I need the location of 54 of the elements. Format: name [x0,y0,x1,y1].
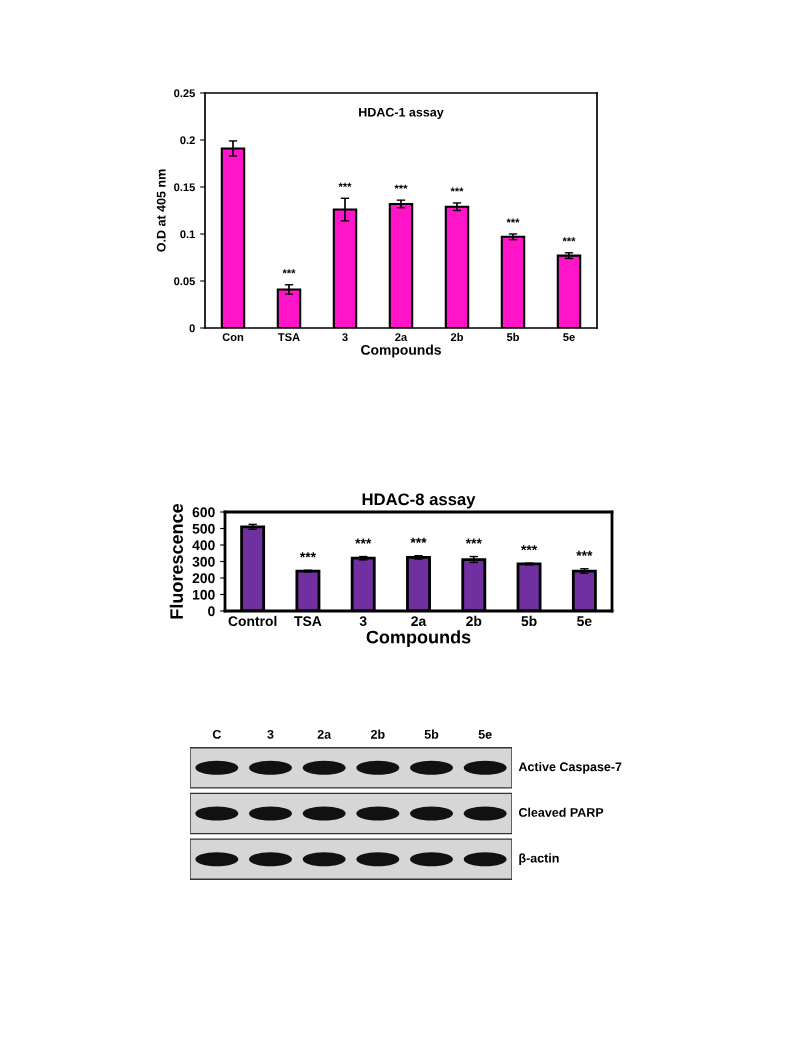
y-tick-label: 0.15 [174,183,195,192]
x-tick-label: 2b [466,615,482,627]
y-tick-label: 100 [192,589,215,600]
y-axis-title: Fluorescence [169,503,183,619]
category-label: 3 [267,729,274,739]
annotation: *** [465,538,482,544]
x-axis-title: Compounds [366,630,471,648]
text: HDAC-1 assay [359,107,444,120]
annotation: *** [521,545,538,551]
y-tick-label: 400 [192,540,215,551]
x-tick-label: 5b [506,332,520,342]
y-tick-label: 300 [192,556,215,567]
x-tick-label: TSA [294,616,322,627]
x-tick-label: Control [228,615,277,627]
x-tick-label: 5e [577,616,592,627]
y-tick-label: 0 [208,606,215,617]
y-tick-label: 0 [189,324,195,333]
category-label: C [212,729,222,739]
x-tick-label: 3 [359,616,367,627]
category-label: 2b [370,729,385,739]
annotation: *** [450,187,464,192]
y-tick-label: 0.25 [174,89,195,98]
x-tick-label: 5e [563,333,575,342]
annotation: *** [355,538,372,544]
y-axis-title: O.D at 405 nm [156,169,166,252]
category-label: 5e [478,730,492,739]
text: Active Caspase-7 [518,762,622,774]
x-tick-label: 2a [395,333,408,342]
x-tick-label: TSA [278,333,300,342]
x-tick-label: 2b [450,332,464,342]
annotation: *** [282,269,296,274]
x-tick-label: 5b [521,615,537,627]
x-tick-label: 2a [411,616,427,627]
y-tick-label: 0.1 [180,230,195,239]
y-tick-label: 0.2 [180,136,195,145]
text: Cleaved PARP [518,807,604,817]
annotation: *** [299,552,317,558]
annotation: *** [506,218,520,223]
y-tick-label: 500 [192,523,215,534]
category-label: 2a [317,729,332,739]
annotation: *** [576,550,593,556]
annotation: *** [338,182,352,187]
x-tick-label: Con [222,333,244,342]
y-tick-label: 600 [192,507,215,518]
annotation: *** [410,537,427,543]
y-tick-label: 200 [192,573,215,584]
y-tick-label: 0.05 [174,277,195,286]
annotation: *** [394,184,408,189]
category-label: 5b [424,729,439,739]
x-tick-label: 3 [342,333,348,342]
chart-title: HDAC-8 assay [362,493,476,509]
text: β-actin [519,853,559,865]
annotation: *** [562,237,576,242]
x-axis-title: Compounds [361,344,441,358]
